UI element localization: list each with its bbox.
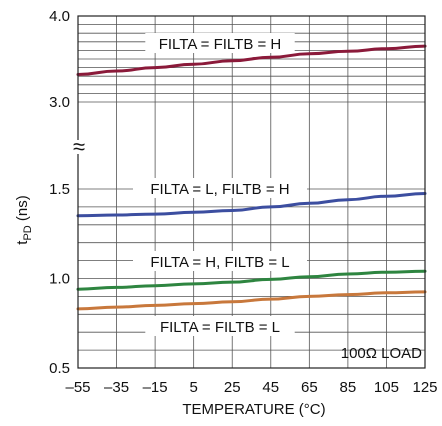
x-tick-label: –35 [104, 379, 129, 396]
y-axis-label-main: t [14, 240, 31, 245]
plot-frame [77, 15, 426, 369]
series-label: FILTA = FILTB = H [159, 36, 282, 53]
series-label-layer: FILTA = FILTB = H FILTA = L, FILTB = H FIL… [133, 33, 307, 336]
axis-layer: 0.5 1.0 1.5 3.0 4.0 –55 –35 –15 5 25 45 65 85 105 125 [49, 8, 437, 396]
series-label: FILTA = FILTB = L [160, 319, 280, 336]
series-label-bg [133, 178, 307, 198]
x-tick-label: 65 [301, 379, 318, 396]
x-tick-label: 25 [224, 379, 241, 396]
y-axis-label-unit: (ns) [14, 195, 31, 225]
axis-break-symbol: ≈ [73, 134, 85, 159]
y-tick-label: 1.0 [49, 271, 70, 288]
x-tick-label: –15 [143, 379, 168, 396]
x-tick-label: –55 [65, 379, 90, 396]
series-layer [76, 44, 427, 311]
axis-break-gap [72, 140, 84, 154]
y-tick-label: 3.0 [49, 94, 70, 111]
y-axis-label: tPD (ns) [14, 195, 34, 244]
x-tick-label: 105 [374, 379, 399, 396]
series-label-bg [145, 33, 295, 53]
series-line [76, 269, 427, 291]
series-label: FILTA = L, FILTB = H [150, 181, 289, 198]
series-label-bg [145, 316, 295, 336]
series-label: FILTA = H, FILTB = L [150, 254, 289, 271]
load-annotation: 100Ω LOAD [341, 345, 422, 362]
y-tick-label: 0.5 [49, 360, 70, 377]
x-tick-label: 5 [189, 379, 197, 396]
series-line [76, 192, 427, 218]
x-tick-label: 125 [412, 379, 437, 396]
x-tick-label: 85 [340, 379, 357, 396]
series-label-bg [133, 251, 307, 271]
x-axis-label: TEMPERATURE (°C) [182, 401, 325, 418]
y-tick-label: 1.5 [49, 181, 70, 198]
y-axis-label-subscript: PD [22, 225, 34, 240]
x-tick-label: 45 [262, 379, 279, 396]
series-line [76, 44, 427, 76]
series-line [76, 290, 427, 311]
y-tick-label: 4.0 [49, 8, 70, 25]
